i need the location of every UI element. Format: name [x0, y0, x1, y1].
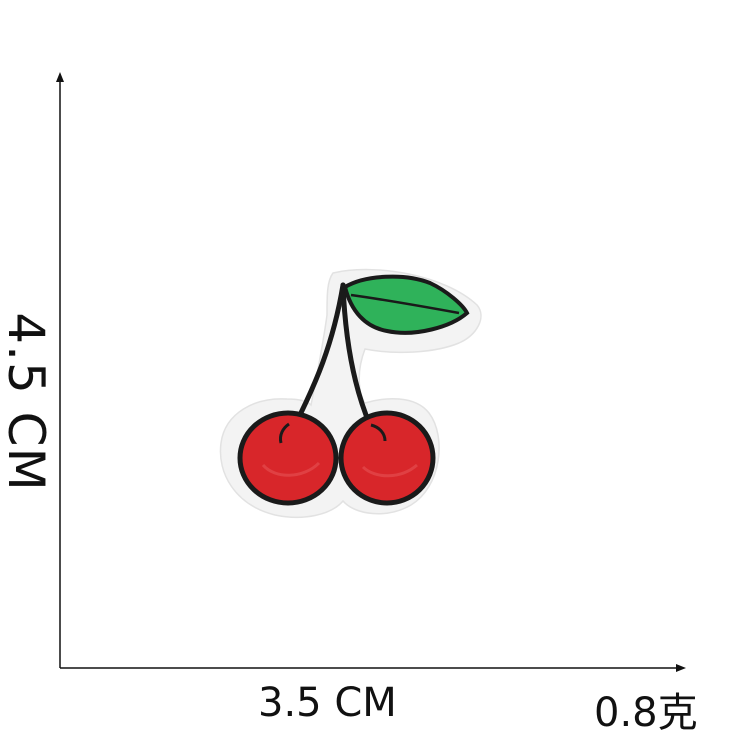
cherry-leaf-vein [350, 293, 460, 315]
height-dimension-label: 4.5 CM [0, 312, 55, 492]
cherry-left-icon [237, 410, 339, 506]
horizontal-axis-arrow-icon [676, 664, 686, 672]
weight-label: 0.8克 [594, 690, 698, 736]
vertical-axis-arrow-icon [56, 72, 64, 82]
cherry-stem-right [340, 282, 373, 428]
cherry-stem-left [292, 282, 346, 428]
cherry-right-icon [338, 410, 436, 506]
cherry-patch-image [219, 268, 482, 519]
width-dimension-label: 3.5 CM [258, 680, 397, 726]
